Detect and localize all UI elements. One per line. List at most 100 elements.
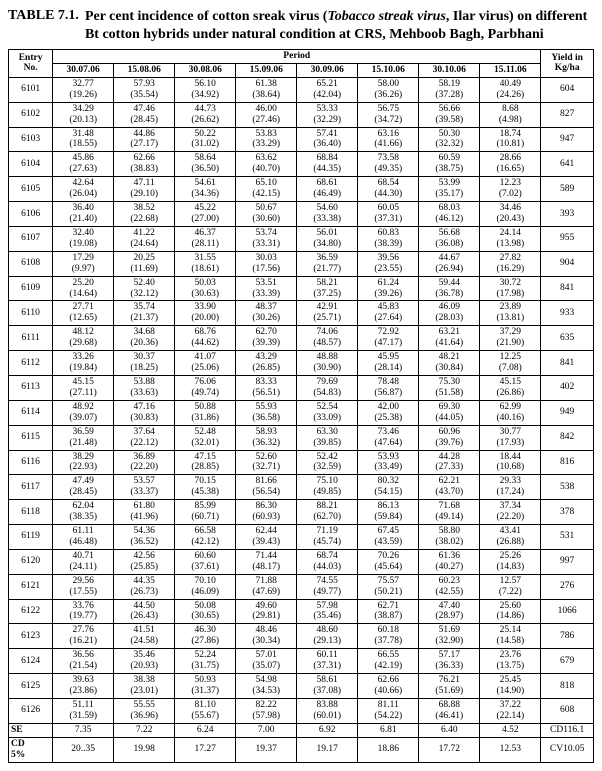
data-cell: 56.10(34.92) — [175, 77, 236, 102]
yield-cell: 276 — [541, 574, 594, 599]
footer-cell: 17.72 — [419, 737, 480, 762]
entry-cell: 6107 — [9, 226, 53, 251]
data-cell: 70.10(46.09) — [175, 574, 236, 599]
table-row: 612233.76(19.77)44.50(26.43)50.08(30.65)… — [9, 599, 594, 624]
data-cell: 73.46(47.64) — [358, 425, 419, 450]
data-cell: 80.32(54.15) — [358, 475, 419, 500]
data-cell: 37.22(22.14) — [480, 698, 541, 723]
table-row: 612651.11(31.59)55.55(36.96)81.10(55.67)… — [9, 698, 594, 723]
data-cell: 60.83(38.39) — [358, 226, 419, 251]
entry-cell: 6121 — [9, 574, 53, 599]
data-cell: 53.33(32.29) — [297, 102, 358, 127]
data-cell: 46.30(27.86) — [175, 624, 236, 649]
yield-cell: 949 — [541, 400, 594, 425]
header-date: 15.10.06 — [358, 63, 419, 77]
table-row: 612539.63(23.86)38.38(23.01)50.93(31.37)… — [9, 674, 594, 699]
yield-cell: 531 — [541, 525, 594, 550]
data-cell: 40.49(24.26) — [480, 77, 541, 102]
table-row: 612129.56(17.55)44.35(26.73)70.10(46.09)… — [9, 574, 594, 599]
data-cell: 44.28(27.33) — [419, 450, 480, 475]
table-row: 611345.15(27.11)53.88(33.63)76.06(49.74)… — [9, 375, 594, 400]
footer-label: CD5% — [9, 737, 53, 762]
data-cell: 60.11(37.31) — [297, 649, 358, 674]
entry-cell: 6116 — [9, 450, 53, 475]
entry-cell: 6110 — [9, 301, 53, 326]
data-cell: 39.63(23.86) — [53, 674, 114, 699]
data-cell: 45.83(27.64) — [358, 301, 419, 326]
data-cell: 44.67(26.94) — [419, 251, 480, 276]
data-cell: 42.91(25.71) — [297, 301, 358, 326]
data-cell: 48.46(30.34) — [236, 624, 297, 649]
data-cell: 60.18(37.78) — [358, 624, 419, 649]
data-cell: 33.76(19.77) — [53, 599, 114, 624]
data-cell: 54.60(33.38) — [297, 202, 358, 227]
data-cell: 63.21(41.64) — [419, 326, 480, 351]
data-cell: 62.21(43.70) — [419, 475, 480, 500]
data-cell: 47.11(29.10) — [114, 177, 175, 202]
yield-cell: 786 — [541, 624, 594, 649]
entry-cell: 6118 — [9, 500, 53, 525]
data-cell: 76.21(51.69) — [419, 674, 480, 699]
data-cell: 61.36(40.27) — [419, 549, 480, 574]
yield-cell: 818 — [541, 674, 594, 699]
data-cell: 62.71(38.87) — [358, 599, 419, 624]
data-cell: 63.16(41.66) — [358, 127, 419, 152]
data-cell: 23.76(13.75) — [480, 649, 541, 674]
data-cell: 68.03(46.12) — [419, 202, 480, 227]
data-cell: 29.33(17.24) — [480, 475, 541, 500]
table-row: 612436.56(21.54)35.46(20.93)52.24(31.75)… — [9, 649, 594, 674]
data-cell: 24.14(13.98) — [480, 226, 541, 251]
data-cell: 83.88(60.01) — [297, 698, 358, 723]
footer-cell: 4.52 — [480, 723, 541, 737]
data-cell: 50.88(31.86) — [175, 400, 236, 425]
data-cell: 62.70(39.39) — [236, 326, 297, 351]
entry-cell: 6124 — [9, 649, 53, 674]
data-cell: 48.12(29.68) — [53, 326, 114, 351]
data-cell: 28.66(16.65) — [480, 152, 541, 177]
data-cell: 36.56(21.54) — [53, 649, 114, 674]
data-cell: 48.88(30.90) — [297, 351, 358, 376]
data-cell: 50.03(30.63) — [175, 276, 236, 301]
data-cell: 52.60(32.71) — [236, 450, 297, 475]
data-cell: 23.89(13.81) — [480, 301, 541, 326]
data-cell: 46.09(28.03) — [419, 301, 480, 326]
data-cell: 34.68(20.36) — [114, 326, 175, 351]
data-cell: 29.56(17.55) — [53, 574, 114, 599]
data-cell: 36.89(22.20) — [114, 450, 175, 475]
entry-cell: 6123 — [9, 624, 53, 649]
yield-cell: 635 — [541, 326, 594, 351]
yield-cell: 679 — [541, 649, 594, 674]
data-cell: 20.25(11.69) — [114, 251, 175, 276]
data-cell: 86.13(59.84) — [358, 500, 419, 525]
entry-cell: 6126 — [9, 698, 53, 723]
data-cell: 45.15(26.86) — [480, 375, 541, 400]
data-cell: 61.38(38.64) — [236, 77, 297, 102]
data-cell: 53.51(33.39) — [236, 276, 297, 301]
data-cell: 45.22(27.00) — [175, 202, 236, 227]
header-date: 30.09.06 — [297, 63, 358, 77]
data-cell: 41.07(25.06) — [175, 351, 236, 376]
data-cell: 69.30(44.05) — [419, 400, 480, 425]
data-cell: 65.10(42.15) — [236, 177, 297, 202]
data-cell: 38.29(22.93) — [53, 450, 114, 475]
data-cell: 70.26(45.64) — [358, 549, 419, 574]
data-cell: 60.59(38.75) — [419, 152, 480, 177]
entry-cell: 6102 — [9, 102, 53, 127]
data-cell: 42.00(25.38) — [358, 400, 419, 425]
data-cell: 75.57(50.21) — [358, 574, 419, 599]
data-cell: 50.22(31.02) — [175, 127, 236, 152]
table-row: 611961.11(46.48)54.36(36.52)66.58(42.12)… — [9, 525, 594, 550]
table-row: 610445.86(27.63)62.66(38.83)58.64(36.50)… — [9, 152, 594, 177]
data-cell: 48.92(39.07) — [53, 400, 114, 425]
data-cell: 57.93(35.54) — [114, 77, 175, 102]
data-cell: 37.34(22.20) — [480, 500, 541, 525]
yield-cell: 1066 — [541, 599, 594, 624]
table-row: 610331.48(18.55)44.86(27.17)50.22(31.02)… — [9, 127, 594, 152]
data-cell: 47.49(28.45) — [53, 475, 114, 500]
yield-cell: 608 — [541, 698, 594, 723]
data-cell: 75.10(49.85) — [297, 475, 358, 500]
data-cell: 45.15(27.11) — [53, 375, 114, 400]
footer-cell: 12.53 — [480, 737, 541, 762]
data-cell: 52.24(31.75) — [175, 649, 236, 674]
table-row: 611027.71(12.65)35.74(21.37)33.90(20.00)… — [9, 301, 594, 326]
